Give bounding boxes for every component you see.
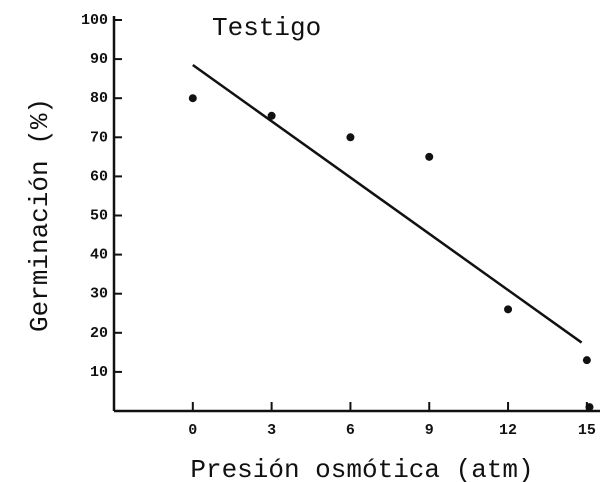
y-tick-label: 10 [90, 364, 108, 381]
y-tick-label: 90 [90, 51, 108, 68]
point [267, 111, 276, 120]
y-tick-label: 30 [90, 286, 108, 303]
x-tick-label: 0 [188, 422, 197, 439]
point [346, 133, 355, 142]
point [582, 356, 591, 365]
y-tick-label: 80 [90, 90, 108, 107]
y-tick-label: 50 [90, 207, 108, 224]
y-tick-label: 60 [90, 168, 108, 185]
x-tick-label: 6 [346, 422, 355, 439]
fit-line [192, 63, 583, 344]
point [504, 305, 513, 314]
point [585, 403, 594, 412]
x-tick-label: 9 [425, 422, 434, 439]
point [425, 152, 434, 161]
y-tick-label: 70 [90, 129, 108, 146]
y-tick-label: 40 [90, 247, 108, 264]
y-axis-label: Germinación (%) [25, 98, 55, 332]
x-tick-label: 12 [499, 422, 517, 439]
x-axis-label: Presión osmótica (atm) [190, 455, 533, 482]
x-tick-label: 15 [578, 422, 596, 439]
x-tick-label: 3 [267, 422, 276, 439]
point [188, 94, 197, 103]
y-tick-label: 20 [90, 325, 108, 342]
y-tick-label: 100 [81, 12, 108, 29]
chart-title: Testigo [212, 13, 321, 43]
